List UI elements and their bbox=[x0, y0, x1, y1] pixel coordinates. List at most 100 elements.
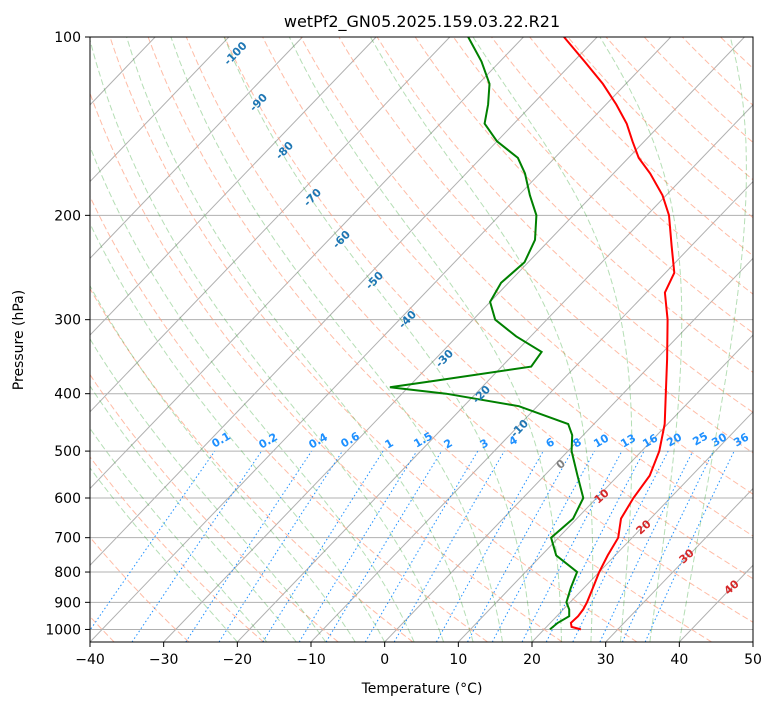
isotherm-label: -40 bbox=[396, 308, 419, 332]
mixing-ratio-label: 25 bbox=[690, 430, 710, 449]
mixing-ratio-line bbox=[644, 450, 735, 642]
isotherm-label: -90 bbox=[247, 91, 270, 115]
isotherm-label: -30 bbox=[433, 347, 456, 371]
moist-adiabat-line bbox=[223, 37, 533, 642]
x-tick-label: −40 bbox=[75, 652, 105, 668]
y-tick-label: 400 bbox=[54, 387, 81, 403]
mixing-ratio-line bbox=[393, 450, 505, 642]
plot-frame bbox=[89, 36, 754, 643]
y-tick-label: 500 bbox=[54, 444, 81, 460]
isotherm-gridline bbox=[90, 37, 451, 413]
dry-adiabat-line bbox=[414, 37, 753, 373]
moist-adiabat-line bbox=[90, 385, 297, 642]
mixing-ratio-label: 13 bbox=[618, 432, 638, 451]
x-axis-label: Temperature (°C) bbox=[361, 681, 483, 697]
mixing-ratio-label: 0.1 bbox=[210, 429, 233, 450]
x-tick-label: 0 bbox=[380, 652, 389, 668]
y-tick-label: 100 bbox=[54, 30, 81, 46]
isotherm-gridline bbox=[531, 411, 753, 642]
isotherm-gridline bbox=[605, 487, 753, 642]
mixing-ratio-line bbox=[621, 450, 714, 642]
mixing-ratio-label: 20 bbox=[664, 430, 684, 449]
dry-adiabat-line bbox=[300, 37, 753, 495]
moist-adiabat-line bbox=[126, 37, 474, 642]
mixing-ratio-label: 10 bbox=[591, 431, 611, 450]
mixing-ratio-line bbox=[90, 450, 216, 632]
temperature-profile-line bbox=[563, 37, 676, 631]
moist-adiabat-line bbox=[90, 284, 356, 642]
chart-title: wetPf2_GN05.2025.159.03.22.R21 bbox=[284, 12, 560, 32]
mixing-ratio-label: 3 bbox=[478, 436, 491, 451]
dry-adiabat-line bbox=[262, 37, 753, 537]
isotherm-gridline bbox=[384, 257, 753, 642]
dry-adiabat-label: 10 bbox=[592, 486, 612, 506]
dry-adiabat-line bbox=[90, 91, 563, 642]
isotherm-label: -20 bbox=[470, 383, 493, 407]
moist-adiabat-line bbox=[90, 145, 415, 642]
mixing-ratio-line bbox=[298, 450, 418, 642]
isotherm-gridline bbox=[90, 37, 524, 490]
y-tick-label: 900 bbox=[54, 595, 81, 611]
dry-adiabat-line bbox=[529, 37, 753, 257]
mixing-ratio-label: 2 bbox=[442, 436, 455, 451]
moist-adiabat-line bbox=[90, 38, 445, 642]
mixing-ratio-label: 6 bbox=[544, 435, 557, 450]
mixing-ratio-label: 30 bbox=[709, 430, 729, 449]
y-tick-label: 300 bbox=[54, 313, 81, 329]
mixing-ratio-line bbox=[599, 450, 694, 642]
isotherm-gridline bbox=[90, 37, 303, 260]
dry-adiabat-line bbox=[452, 37, 753, 334]
profile-lines bbox=[389, 37, 676, 631]
x-tick-label: −30 bbox=[149, 652, 179, 668]
dry-adiabat-line bbox=[224, 37, 753, 580]
mixing-ratio-line bbox=[325, 450, 443, 642]
moist-adiabat-line bbox=[472, 37, 633, 642]
mixing-ratio-line bbox=[131, 450, 263, 642]
isotherm-label: -80 bbox=[273, 139, 296, 163]
dry-adiabat-line bbox=[567, 37, 753, 219]
dry-adiabat-line bbox=[109, 37, 638, 642]
mixing-ratio-label: 1 bbox=[383, 436, 396, 451]
dry-adiabat-line bbox=[90, 195, 488, 642]
x-tick-label: 10 bbox=[449, 652, 467, 668]
moist-adiabat-line bbox=[288, 37, 562, 642]
moist-adiabat-line bbox=[90, 427, 268, 642]
dry-adiabat-line bbox=[90, 456, 264, 642]
isotherm-gridline bbox=[457, 334, 753, 642]
dry-adiabat-line bbox=[681, 37, 753, 106]
mixing-ratio-line bbox=[435, 450, 544, 642]
x-tick-label: 20 bbox=[523, 652, 541, 668]
isotherm-gridline bbox=[0, 37, 8, 642]
mixing-ratio-line bbox=[491, 450, 595, 642]
background-lines bbox=[0, 37, 753, 642]
dry-adiabat-line bbox=[491, 37, 753, 295]
y-axis-label: Pressure (hPa) bbox=[11, 290, 27, 390]
moist-adiabat-line bbox=[90, 222, 386, 642]
x-tick-label: 40 bbox=[670, 652, 688, 668]
axis-ticks: −40 −30 −20 −10 0 10 20 30 40 5010009008007006005… bbox=[45, 30, 762, 668]
y-tick-label: 800 bbox=[54, 565, 81, 581]
mixing-ratio-line bbox=[218, 450, 343, 642]
mixing-ratio-line bbox=[364, 450, 479, 642]
moist-adiabat-line bbox=[90, 337, 327, 642]
mixing-ratio-line bbox=[467, 450, 573, 642]
x-tick-label: −10 bbox=[296, 652, 326, 668]
dry-adiabat-label: 30 bbox=[677, 546, 697, 566]
dry-adiabat-line bbox=[90, 536, 190, 642]
dry-adiabat-label: 20 bbox=[634, 517, 654, 537]
dry-adiabat-line bbox=[147, 37, 712, 642]
dry-adiabat-line bbox=[90, 287, 414, 642]
moist-adiabat-label: 0 bbox=[554, 457, 568, 472]
y-tick-label: 600 bbox=[54, 491, 81, 507]
x-tick-label: −20 bbox=[223, 652, 253, 668]
dry-adiabat-line bbox=[605, 37, 753, 181]
dewpoint-profile-line bbox=[389, 37, 585, 631]
mixing-ratio-label: 0.6 bbox=[339, 429, 363, 450]
moist-adiabat-line bbox=[170, 37, 503, 642]
moist-adiabat-line bbox=[599, 37, 683, 642]
dry-adiabat-line bbox=[720, 37, 753, 69]
mixing-ratio-line bbox=[262, 450, 384, 642]
moist-adiabat-line bbox=[90, 467, 238, 642]
y-tick-label: 700 bbox=[54, 531, 81, 547]
x-tick-label: 50 bbox=[744, 652, 762, 668]
